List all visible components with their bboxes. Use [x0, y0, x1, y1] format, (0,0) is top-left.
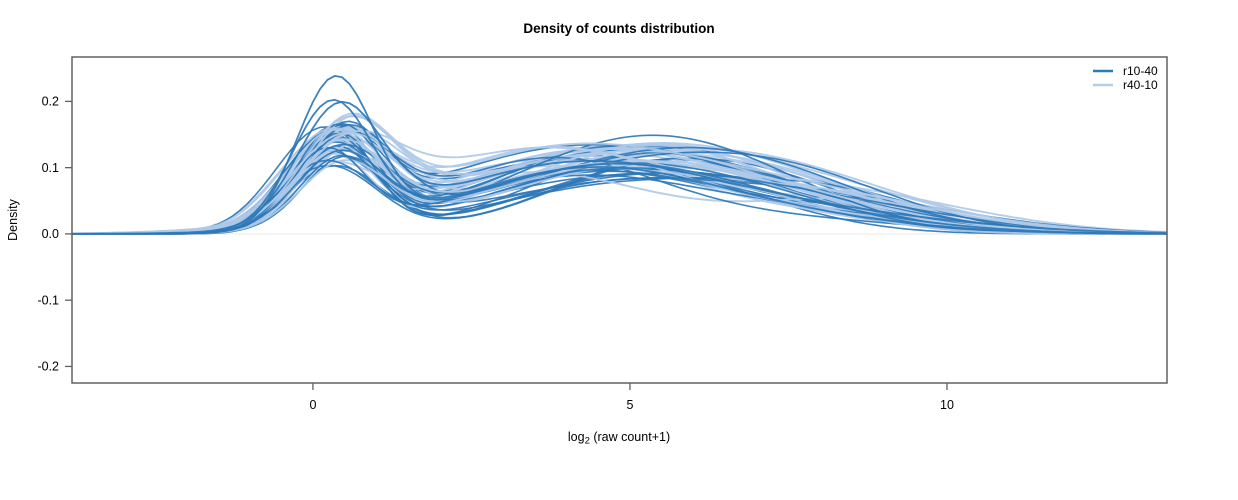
density-curve-r10-40-highlight: [72, 98, 1167, 235]
x-tick-label: 5: [626, 398, 633, 412]
x-axis-label-subscript: 2: [585, 436, 590, 447]
y-tick-label: 0.2: [42, 95, 59, 109]
density-curve-r10-40-highlight: [72, 75, 1167, 235]
legend-label-r10-40: r10-40: [1123, 64, 1158, 78]
y-tick-label: 0.0: [42, 227, 59, 241]
density-curve-r10-40-highlight: [72, 100, 1167, 235]
y-axis-label: Density: [6, 198, 20, 240]
axis-ticks: 0 5 10 0.2 0.1 0.0 -0.1 -0.2: [37, 95, 954, 412]
x-axis-label-suffix: (raw count+1): [590, 430, 670, 444]
x-axis-label-prefix: log: [568, 430, 585, 444]
chart-title: Density of counts distribution: [523, 21, 714, 36]
y-tick-label: -0.1: [37, 293, 59, 307]
plot-frame: [71, 56, 1168, 384]
x-tick-label: 0: [309, 398, 316, 412]
density-curves: [72, 75, 1167, 235]
density-curve-r40-10: [72, 128, 1167, 235]
legend-label-r40-10: r40-10: [1123, 78, 1158, 92]
legend: r10-40 r40-10: [1093, 64, 1158, 92]
x-axis-label: log2 (raw count+1): [568, 430, 670, 447]
x-tick-label: 10: [940, 398, 954, 412]
y-tick-label: 0.1: [42, 161, 59, 175]
y-tick-label: -0.2: [37, 360, 59, 374]
